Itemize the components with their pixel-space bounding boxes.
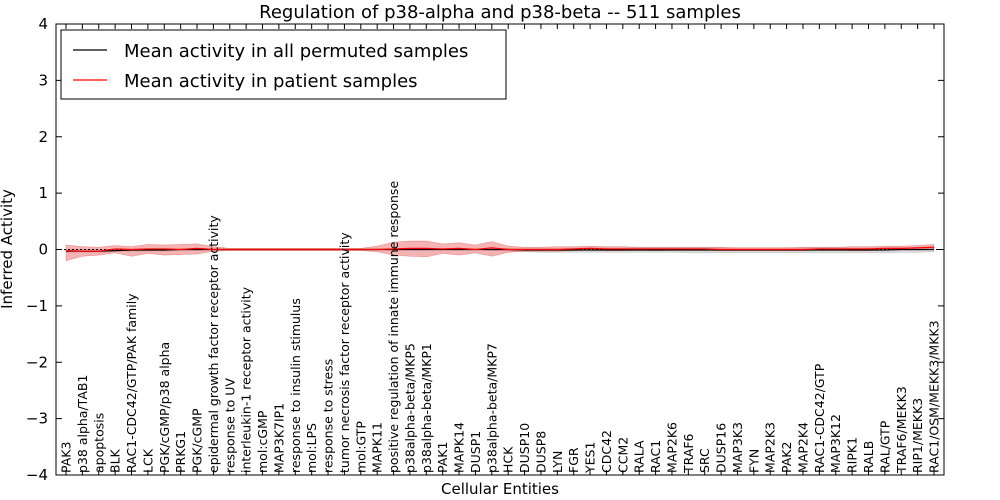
x-tick-label: YES1: [583, 442, 598, 474]
x-tick-label: MAP3K3: [730, 422, 745, 473]
x-tick-label: p38alpha-beta/MKP1: [419, 343, 434, 473]
x-tick-label: PAK1: [435, 442, 450, 473]
x-tick-label: RALA: [632, 440, 647, 473]
legend-entry-2: Mean activity in patient samples: [124, 71, 418, 92]
x-tick-label: FYN: [746, 449, 761, 473]
x-tick-label: MAP2K6: [664, 422, 679, 473]
x-tick-label: LYN: [550, 451, 565, 473]
x-tick-label: RAC1/OSM/MEKK3/MKK3: [927, 320, 942, 473]
x-tick-label: BLK: [108, 448, 123, 473]
x-tick-label: RIP1/MEKK3: [910, 398, 925, 473]
x-tick-label: SRC: [697, 448, 712, 473]
x-tick-label: DUSP16: [714, 423, 729, 473]
x-tick-label: TRAF6: [681, 433, 696, 474]
x-tick-label: RAC1: [648, 440, 663, 473]
y-tick-label: 4: [38, 15, 48, 33]
plot-area: −4 −3 −2 −1 0 1 2 3 4 PAK3 p38 alpha/TAB1 apoptosis…: [26, 15, 945, 484]
y-tick-label: 1: [38, 184, 48, 202]
x-tick-label: RAC1-CDC42/GTP/PAK family: [124, 293, 139, 473]
x-tick-label: CCM2: [615, 437, 630, 473]
y-axis-label: Inferred Activity: [0, 189, 16, 309]
legend-box: [60, 29, 507, 100]
x-tick-label: TRAF6/MEKK3: [894, 386, 909, 474]
x-tick-label: positive regulation of innate immune res…: [386, 181, 401, 473]
x-tick-label: DUSP10: [517, 423, 532, 473]
x-tick-label: PGK/cGMP: [190, 408, 205, 473]
x-tick-label: FGR: [566, 447, 581, 473]
x-tick-label: epidermal growth factor receptor activit…: [206, 215, 221, 473]
legend-entry-1: Mean activity in all permuted samples: [124, 41, 468, 62]
y-tick-label: −3: [26, 410, 48, 428]
x-tick-label: DUSP8: [533, 431, 548, 473]
x-tick-label: CDC42: [599, 430, 614, 473]
x-tick-label: MAP3K7IP1: [271, 403, 286, 473]
y-tick-label: −4: [26, 466, 48, 484]
x-tick-label: RAC1-CDC42/GTP: [812, 363, 827, 473]
x-tick-label: mol:cGMP: [255, 410, 270, 473]
y-tick-label: −1: [26, 297, 48, 315]
x-tick-label: LCK: [140, 448, 155, 473]
x-tick-label: DUSP1: [468, 431, 483, 473]
y-tick-label: 0: [38, 241, 48, 259]
x-tick-label: MAP3K12: [828, 414, 843, 473]
x-tick-label: mol:GTP: [353, 421, 368, 473]
x-tick-label: HCK: [501, 446, 516, 473]
series-line-2: [65, 246, 935, 252]
x-tick-label: MAP2K4: [795, 422, 810, 473]
x-tick-label: p38 alpha/TAB1: [75, 375, 90, 473]
x-tick-label: tumor necrosis factor receptor activity: [337, 232, 352, 473]
x-tick-label: p38alpha-beta/MKP5: [402, 343, 417, 473]
x-tick-label: PAK2: [779, 442, 794, 473]
x-tick-label: interleukin-1 receptor activity: [239, 286, 254, 473]
legend: Mean activity in all permuted samples Mea…: [60, 29, 507, 100]
x-tick-label: PAK3: [59, 442, 74, 473]
x-tick-label: RALB: [861, 441, 876, 473]
x-tick-label: response to insulin stimulus: [288, 298, 303, 473]
x-tick-label: MAP2K3: [763, 422, 778, 473]
x-tick-label: RAL/GTP: [877, 420, 892, 473]
y-tick-label: −2: [26, 353, 48, 371]
chart-title: Regulation of p38-alpha and p38-beta -- …: [259, 2, 741, 23]
x-tick-label: MAPK14: [452, 422, 467, 473]
x-tick-label: apoptosis: [91, 413, 106, 473]
x-tick-label: MAPK11: [370, 422, 385, 473]
x-tick-label: PGK/cGMP/p38 alpha: [157, 342, 172, 473]
y-tick-label: 2: [38, 128, 48, 146]
y-tick-label: 3: [38, 71, 48, 89]
x-tick-label: response to UV: [222, 378, 237, 473]
x-tick-label: mol:LPS: [304, 423, 319, 473]
x-axis-label: Cellular Entities: [441, 480, 559, 498]
x-tick-label: p38alpha-beta/MKP7: [484, 343, 499, 473]
x-tick-label: PRKG1: [173, 431, 188, 473]
x-tick-label: response to stress: [321, 359, 336, 473]
x-tick-label: RIPK1: [845, 437, 860, 473]
